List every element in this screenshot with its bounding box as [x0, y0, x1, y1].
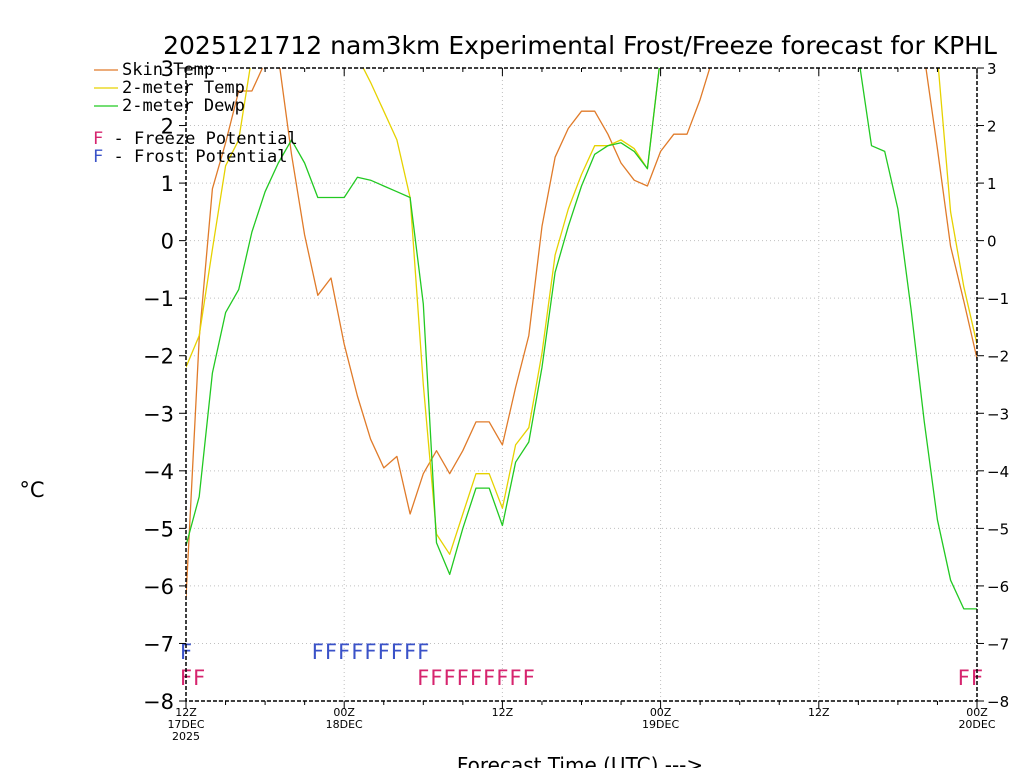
- freeze-potential-flag: F: [417, 666, 429, 690]
- y-tick-label-right: −1: [987, 290, 1009, 308]
- legend-label: 2-meter Temp: [122, 78, 245, 98]
- frost-potential-flag: F: [338, 640, 350, 664]
- y-tick-label: −4: [143, 460, 174, 484]
- frost-potential-flag: F: [351, 640, 363, 664]
- y-tick-label: 3: [161, 57, 174, 81]
- frost-potential-flag: F: [391, 640, 403, 664]
- legend-item: 2-meter Dewp: [94, 96, 245, 116]
- y-tick-label: −1: [143, 287, 174, 311]
- chart-title: 2025121712 nam3km Experimental Frost/Fre…: [163, 31, 997, 60]
- series-2-meter-dewp-line: [186, 68, 977, 610]
- x-tick-label: 17DEC: [167, 718, 204, 731]
- freeze-potential-flag: F: [444, 666, 456, 690]
- y-tick-label-right: −5: [987, 520, 1009, 538]
- x-axis-label: Forecast Time (UTC) --->: [457, 753, 703, 768]
- x-tick-label: 12Z: [808, 706, 830, 719]
- freeze-potential-flag: F: [483, 666, 495, 690]
- y-tick-label-right: −2: [987, 348, 1009, 366]
- frost-potential-flag: F: [378, 640, 390, 664]
- x-tick-label: 00Z: [333, 706, 355, 719]
- x-tick-label: 12Z: [492, 706, 514, 719]
- x-tick-label: 18DEC: [326, 718, 363, 731]
- legend-freeze-potential-letter: F: [93, 129, 103, 149]
- y-tick-label-right: −4: [987, 463, 1009, 481]
- freeze-potential-flag: F: [958, 666, 970, 690]
- freeze-potential-flag: F: [470, 666, 482, 690]
- y-tick-label: −6: [143, 575, 174, 599]
- frost-potential-flag: F: [404, 640, 416, 664]
- x-tick-label: 20DEC: [958, 718, 995, 731]
- legend-item: 2-meter Temp: [94, 78, 245, 98]
- legend-frost-potential: F - Frost Potential: [93, 147, 287, 167]
- y-axis-label: °C: [19, 478, 44, 502]
- y-tick-label: −8: [143, 690, 174, 714]
- x-tick-label: 2025: [172, 730, 200, 743]
- freeze-potential-flag: F: [510, 666, 522, 690]
- legend-label: 2-meter Dewp: [122, 96, 245, 116]
- frost-potential-flag: F: [365, 640, 377, 664]
- y-tick-label: −3: [143, 402, 174, 426]
- series-layer: [186, 68, 977, 610]
- y-tick-label-right: −3: [987, 405, 1009, 423]
- legend-item: Skin Temp: [94, 60, 214, 80]
- x-tick-label: 12Z: [175, 706, 197, 719]
- legend-freeze-potential-text: - Freeze Potential: [103, 129, 297, 149]
- y-tick-label: −5: [143, 517, 174, 541]
- freeze-potential-flag: F: [193, 666, 205, 690]
- frost-potential-flag: F: [325, 640, 337, 664]
- series-skin-temp-line: [186, 68, 977, 598]
- x-tick-label: 19DEC: [642, 718, 679, 731]
- x-tick-label: 00Z: [966, 706, 988, 719]
- frost-potential-flag: F: [312, 640, 324, 664]
- y-tick-label-right: 1: [987, 175, 997, 193]
- grid-layer: [186, 67, 977, 702]
- series-2-meter-temp-line: [186, 68, 977, 555]
- y-tick-label-right: 2: [987, 118, 997, 136]
- legend-freeze-potential: F - Freeze Potential: [93, 129, 298, 149]
- y-tick-label: 2: [161, 115, 174, 139]
- y-tick-label-right: −6: [987, 578, 1009, 596]
- y-tick-label: 1: [161, 172, 174, 196]
- freeze-potential-flag: F: [180, 666, 192, 690]
- flags-layer: F F F F F F F F F FF F F F F F F F F F F F F: [180, 640, 983, 690]
- y-tick-label-right: 3: [987, 60, 997, 78]
- y-tick-label: 0: [161, 230, 174, 254]
- legend-frost-potential-letter: F: [93, 147, 103, 167]
- frost-potential-flag: F: [417, 640, 429, 664]
- legend-label: Skin Temp: [122, 60, 214, 80]
- y-tick-label-right: −7: [987, 635, 1009, 653]
- freeze-potential-flag: F: [523, 666, 535, 690]
- freeze-potential-flag: F: [430, 666, 442, 690]
- freeze-potential-flag: F: [457, 666, 469, 690]
- freeze-potential-flag: F: [496, 666, 508, 690]
- y-tick-label: −2: [143, 345, 174, 369]
- y-tick-label-right: −8: [987, 693, 1009, 711]
- x-tick-label: 00Z: [650, 706, 672, 719]
- y-tick-label-right: 0: [987, 233, 997, 251]
- y-tick-label: −7: [143, 632, 174, 656]
- axis-layer: −8 −8 −7 −7 −6 −6 −5 −5 −4 −4 −3 −3 −2 −2 −1 −1 0 0 1 1 2 2 3 3…: [143, 57, 1009, 743]
- legend-frost-potential-text: - Frost Potential: [103, 147, 287, 167]
